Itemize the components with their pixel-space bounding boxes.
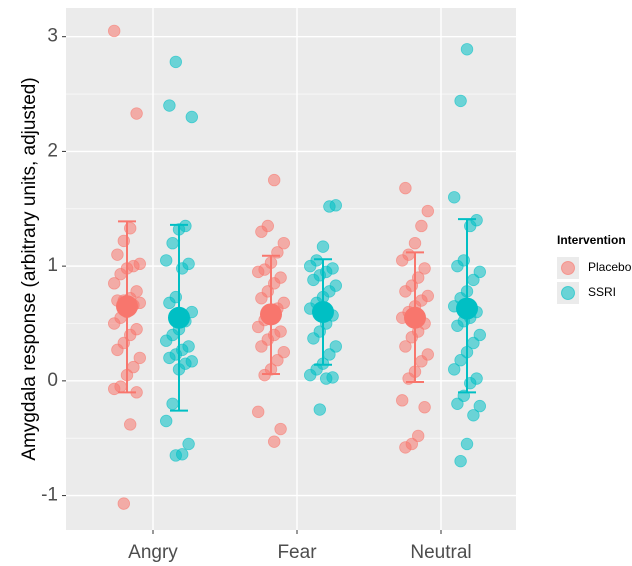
data-point-ssri bbox=[467, 273, 480, 287]
data-point-ssri bbox=[323, 200, 336, 213]
data-point-ssri bbox=[329, 340, 343, 353]
x-tick-label: Neutral bbox=[410, 542, 471, 563]
data-point-placebo bbox=[396, 254, 409, 267]
legend-entries: Placebo SSRI bbox=[557, 257, 632, 304]
data-point-ssri bbox=[169, 55, 183, 69]
data-point-placebo bbox=[421, 204, 435, 218]
data-point-ssri bbox=[159, 254, 173, 267]
data-point-placebo bbox=[111, 248, 124, 261]
data-point-ssri bbox=[467, 409, 480, 422]
data-point-ssri bbox=[169, 449, 183, 462]
mean-marker-ssri bbox=[456, 297, 478, 320]
data-point-placebo bbox=[255, 292, 268, 305]
data-point-placebo bbox=[258, 368, 271, 382]
data-point-placebo bbox=[133, 351, 147, 365]
y-tick-label: 0 bbox=[47, 370, 58, 391]
grid bbox=[66, 8, 516, 530]
mean-marker-ssri bbox=[312, 301, 334, 324]
y-tick-label: 1 bbox=[47, 255, 58, 276]
data-point-ssri bbox=[159, 414, 173, 428]
legend-label: SSRI bbox=[588, 285, 616, 299]
data-point-ssri bbox=[473, 265, 487, 279]
data-point-placebo bbox=[252, 265, 265, 279]
x-tick-label: Fear bbox=[277, 542, 317, 563]
data-point-ssri bbox=[182, 437, 195, 451]
data-point-placebo bbox=[418, 401, 431, 414]
data-point-placebo bbox=[408, 236, 422, 250]
data-point-ssri bbox=[451, 259, 464, 273]
data-point-placebo bbox=[277, 345, 291, 359]
x-tick-label: Angry bbox=[128, 542, 178, 563]
data-point-ssri bbox=[307, 273, 320, 287]
mean-marker-placebo bbox=[260, 303, 282, 326]
mean-marker-placebo bbox=[116, 295, 138, 318]
data-point-placebo bbox=[107, 317, 121, 330]
data-point-placebo bbox=[415, 355, 428, 368]
data-point-placebo bbox=[399, 441, 412, 454]
legend: Intervention Placebo SSRI bbox=[557, 233, 632, 304]
x-axis: Angry Fear Neutral bbox=[128, 530, 472, 563]
data-point-placebo bbox=[412, 429, 425, 443]
y-tick-label: -1 bbox=[41, 485, 58, 506]
data-point-placebo bbox=[107, 277, 121, 290]
data-point-ssri bbox=[185, 110, 199, 124]
data-point-ssri bbox=[166, 397, 179, 411]
y-axis: -1 0 1 2 3 bbox=[41, 26, 66, 506]
mean-marker-ssri bbox=[168, 306, 190, 329]
data-point-placebo bbox=[399, 181, 412, 195]
data-point-placebo bbox=[252, 405, 265, 419]
data-point-placebo bbox=[268, 435, 281, 448]
y-tick-label: 2 bbox=[47, 140, 58, 161]
data-point-placebo bbox=[255, 225, 268, 238]
data-point-placebo bbox=[399, 340, 412, 353]
data-point-ssri bbox=[454, 454, 467, 468]
data-point-ssri bbox=[473, 328, 487, 342]
data-point-ssri bbox=[307, 332, 320, 345]
data-point-ssri bbox=[163, 99, 176, 112]
data-point-placebo bbox=[396, 394, 409, 407]
y-tick-label: 3 bbox=[47, 26, 58, 47]
data-point-ssri bbox=[473, 399, 487, 413]
y-axis-title: Amygdala response (arbitrary units, adju… bbox=[19, 77, 40, 460]
data-point-ssri bbox=[451, 319, 464, 332]
data-point-ssri bbox=[460, 43, 474, 56]
data-point-placebo bbox=[255, 340, 268, 353]
data-point-ssri bbox=[451, 397, 464, 411]
data-point-ssri bbox=[166, 236, 179, 250]
data-point-ssri bbox=[159, 334, 173, 347]
data-point-placebo bbox=[277, 236, 291, 250]
legend-key-ssri bbox=[561, 286, 575, 300]
data-point-ssri bbox=[304, 259, 317, 273]
data-point-placebo bbox=[415, 219, 428, 233]
data-point-placebo bbox=[107, 24, 121, 38]
data-point-ssri bbox=[448, 191, 461, 204]
legend-title: Intervention bbox=[557, 233, 626, 247]
summary-markers bbox=[116, 218, 478, 412]
mean-marker-placebo bbox=[404, 306, 426, 329]
data-point-ssri bbox=[448, 363, 461, 376]
data-point-ssri bbox=[454, 94, 467, 108]
data-point-ssri bbox=[304, 368, 317, 382]
data-point-placebo bbox=[123, 418, 137, 431]
data-point-placebo bbox=[418, 262, 431, 275]
data-point-placebo bbox=[399, 285, 412, 298]
data-point-placebo bbox=[107, 382, 121, 396]
data-point-placebo bbox=[274, 422, 287, 436]
data-point-ssri bbox=[163, 296, 176, 310]
legend-key-placebo bbox=[561, 261, 575, 275]
data-point-ssri bbox=[163, 351, 176, 365]
data-point-ssri bbox=[313, 403, 327, 416]
data-point-ssri bbox=[320, 372, 333, 385]
data-point-placebo bbox=[130, 107, 143, 120]
data-point-ssri bbox=[460, 437, 474, 451]
data-point-placebo bbox=[111, 343, 124, 357]
data-point-placebo bbox=[268, 173, 281, 187]
legend-label: Placebo bbox=[588, 260, 632, 274]
data-point-ssri bbox=[316, 240, 330, 253]
data-point-placebo bbox=[252, 320, 265, 334]
data-point-placebo bbox=[117, 497, 131, 510]
